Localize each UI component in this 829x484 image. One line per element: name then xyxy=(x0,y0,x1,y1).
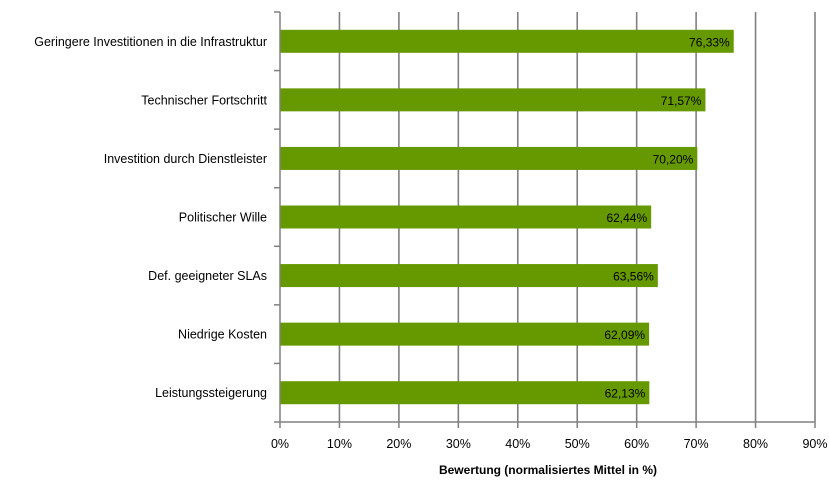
x-tick-label-40: 40% xyxy=(505,437,530,451)
x-tick-label-20: 20% xyxy=(386,437,411,451)
bar-5 xyxy=(280,322,650,346)
category-label-3: Politischer Wille xyxy=(179,211,267,225)
x-tick-label-70: 70% xyxy=(684,437,709,451)
category-label-6: Leistungssteigerung xyxy=(155,386,267,400)
data-label-3: 62,44% xyxy=(606,211,647,225)
x-tick-label-50: 50% xyxy=(565,437,590,451)
data-label-6: 62,13% xyxy=(605,387,646,401)
axes xyxy=(274,11,816,428)
bar-3 xyxy=(280,205,652,229)
data-label-0: 76,33% xyxy=(689,35,730,49)
bar-6 xyxy=(280,381,650,405)
x-tick-label-60: 60% xyxy=(624,437,649,451)
bar-0 xyxy=(280,29,734,53)
category-label-2: Investition durch Dienstleister xyxy=(104,152,267,166)
category-label-0: Geringere Investitionen in die Infrastru… xyxy=(34,35,267,49)
x-tick-label-10: 10% xyxy=(327,437,352,451)
data-label-2: 70,20% xyxy=(653,152,694,166)
x-axis-title: Bewertung (normalisiertes Mittel in %) xyxy=(439,463,657,477)
category-label-1: Technischer Fortschritt xyxy=(141,93,267,107)
data-label-4: 63,56% xyxy=(613,270,654,284)
data-label-5: 62,09% xyxy=(604,328,645,342)
x-tick-label-90: 90% xyxy=(802,437,827,451)
x-tick-label-0: 0% xyxy=(271,437,289,451)
bar-1 xyxy=(280,88,706,112)
x-tick-label-80: 80% xyxy=(743,437,768,451)
bar-4 xyxy=(280,264,658,288)
data-label-1: 71,57% xyxy=(661,94,702,108)
labels: 0% 10% 20% 30% 40% 50% 60% 70% 80% 90% Geringere I… xyxy=(34,35,827,451)
x-tick-label-30: 30% xyxy=(446,437,471,451)
bars xyxy=(280,29,734,405)
category-label-5: Niedrige Kosten xyxy=(178,328,267,342)
category-label-4: Def. geeigneter SLAs xyxy=(148,269,267,283)
bar-2 xyxy=(280,146,698,170)
